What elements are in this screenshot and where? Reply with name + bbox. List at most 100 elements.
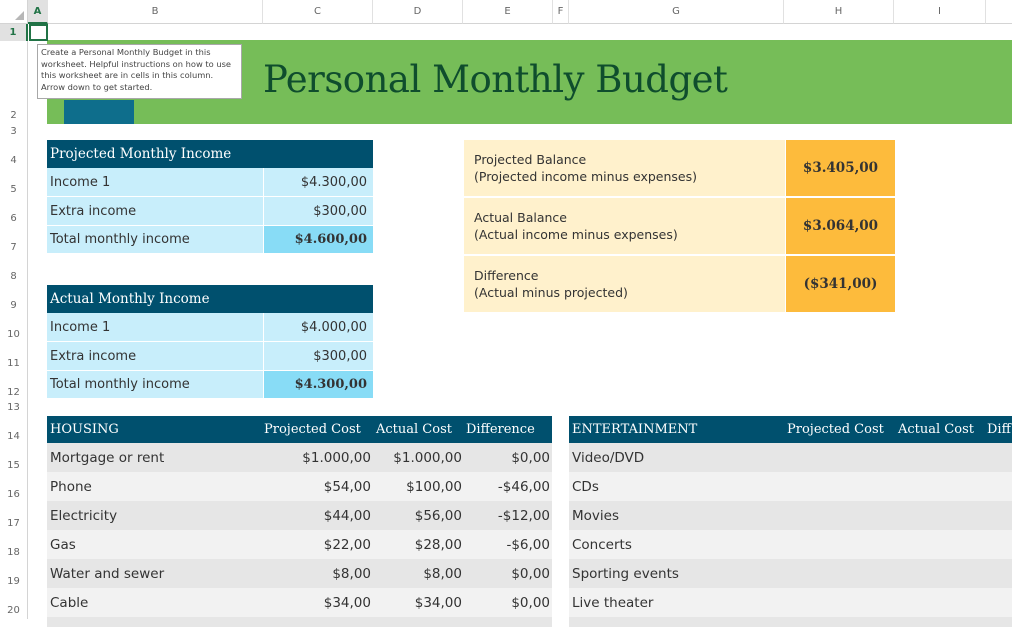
actual-balance-subtitle: (Actual income minus expenses) <box>474 227 678 242</box>
column-header-i[interactable]: I <box>894 0 986 24</box>
housing-actual: $8,00 <box>423 565 462 582</box>
housing-projected: $22,00 <box>323 536 371 553</box>
row-header-11[interactable]: 11 <box>0 343 28 372</box>
table-row[interactable] <box>569 617 1012 627</box>
projected-income-1-value[interactable]: $4.300,00 <box>263 168 373 197</box>
row-header-1[interactable]: 1 <box>0 24 28 41</box>
banner-accent-block <box>64 100 134 124</box>
row-header-2[interactable]: 2 <box>0 41 28 124</box>
row-header-5[interactable]: 5 <box>0 169 28 198</box>
column-header-e[interactable]: E <box>463 0 553 24</box>
housing-actual: $100,00 <box>406 478 462 495</box>
actual-balance-value[interactable]: $3.064,00 <box>785 198 895 256</box>
actual-balance-title: Actual Balance <box>474 210 567 225</box>
housing-difference: -$6,00 <box>506 536 550 553</box>
projected-income-1-label[interactable]: Income 1 <box>47 168 263 197</box>
column-header-f[interactable]: F <box>553 0 569 24</box>
housing-header: HOUSING <box>50 422 119 437</box>
projected-balance-title: Projected Balance <box>474 152 587 167</box>
actual-income-1-value[interactable]: $4.000,00 <box>263 313 373 342</box>
actual-total-label[interactable]: Total monthly income <box>47 371 263 399</box>
projected-extra-income-value[interactable]: $300,00 <box>263 197 373 226</box>
entertainment-item: Video/DVD <box>572 449 645 466</box>
row-header-15[interactable]: 15 <box>0 445 28 474</box>
projected-total-value[interactable]: $4.600,00 <box>263 226 373 254</box>
row-header-14[interactable]: 14 <box>0 416 28 445</box>
projected-total-label[interactable]: Total monthly income <box>47 226 263 254</box>
row-header-18[interactable]: 18 <box>0 532 28 561</box>
housing-difference: $0,00 <box>511 449 550 466</box>
row-header-20[interactable]: 20 <box>0 590 28 619</box>
actual-total-value[interactable]: $4.300,00 <box>263 371 373 399</box>
housing-actual: $34,00 <box>414 594 462 611</box>
difference-title: Difference <box>474 268 539 283</box>
entertainment-item: Concerts <box>572 536 632 553</box>
active-cell-a1[interactable] <box>29 24 48 41</box>
table-row[interactable] <box>47 443 552 472</box>
row-header-19[interactable]: 19 <box>0 561 28 590</box>
projected-balance-label[interactable]: Projected Balance (Projected income minu… <box>464 140 785 198</box>
projected-balance-value[interactable]: $3.405,00 <box>785 140 895 198</box>
housing-projected: $1.000,00 <box>302 449 371 466</box>
table-row[interactable] <box>47 588 552 617</box>
housing-projected: $34,00 <box>323 594 371 611</box>
row-header-16[interactable]: 16 <box>0 474 28 503</box>
housing-difference: -$12,00 <box>497 507 550 524</box>
column-header-c[interactable]: C <box>263 0 373 24</box>
row-header-4[interactable]: 4 <box>0 140 28 169</box>
column-header-a[interactable]: A <box>28 0 48 24</box>
actual-balance-label[interactable]: Actual Balance (Actual income minus expe… <box>464 198 785 256</box>
actual-income-header: Actual Monthly Income <box>47 285 373 313</box>
difference-subtitle: (Actual minus projected) <box>474 285 628 300</box>
row-header-7[interactable]: 7 <box>0 227 28 256</box>
table-row[interactable] <box>47 617 552 627</box>
entertainment-header: ENTERTAINMENT <box>572 422 698 437</box>
table-row[interactable] <box>569 530 1012 559</box>
column-header-next[interactable] <box>986 0 1012 24</box>
actual-extra-income-label[interactable]: Extra income <box>47 342 263 371</box>
row-header-12[interactable]: 12 <box>0 372 28 401</box>
housing-col-actual: Actual Cost <box>376 422 452 437</box>
table-row[interactable] <box>569 501 1012 530</box>
row-header-10[interactable]: 10 <box>0 314 28 343</box>
housing-difference: $0,00 <box>511 594 550 611</box>
housing-actual: $56,00 <box>414 507 462 524</box>
entertainment-col-actual: Actual Cost <box>898 422 974 437</box>
housing-projected: $44,00 <box>323 507 371 524</box>
table-row[interactable] <box>569 588 1012 617</box>
housing-actual: $28,00 <box>414 536 462 553</box>
table-row[interactable] <box>47 501 552 530</box>
row-header-17[interactable]: 17 <box>0 503 28 532</box>
row-header-3[interactable]: 3 <box>0 124 28 140</box>
projected-income-header: Projected Monthly Income <box>47 140 373 168</box>
housing-difference: $0,00 <box>511 565 550 582</box>
select-all-corner[interactable] <box>0 0 28 24</box>
housing-col-difference: Difference <box>466 422 535 437</box>
projected-balance-subtitle: (Projected income minus expenses) <box>474 169 697 184</box>
entertainment-item: CDs <box>572 478 599 495</box>
entertainment-header-bar <box>569 416 1012 443</box>
table-row[interactable] <box>47 472 552 501</box>
column-header-g[interactable]: G <box>569 0 784 24</box>
row-header-9[interactable]: 9 <box>0 285 28 314</box>
table-row[interactable] <box>569 472 1012 501</box>
difference-label[interactable]: Difference (Actual minus projected) <box>464 256 785 312</box>
column-header-b[interactable]: B <box>48 0 263 24</box>
cell-input-message-tooltip: Create a Personal Monthly Budget in this… <box>37 44 242 99</box>
table-row[interactable] <box>569 559 1012 588</box>
housing-item: Cable <box>50 594 89 611</box>
page-title: Personal Monthly Budget <box>263 58 728 101</box>
column-header-d[interactable]: D <box>373 0 463 24</box>
table-row[interactable] <box>47 559 552 588</box>
difference-value[interactable]: ($341,00) <box>785 256 895 312</box>
table-row[interactable] <box>569 443 1012 472</box>
column-header-h[interactable]: H <box>784 0 894 24</box>
row-header-8[interactable]: 8 <box>0 256 28 285</box>
projected-extra-income-label[interactable]: Extra income <box>47 197 263 226</box>
actual-income-1-label[interactable]: Income 1 <box>47 313 263 342</box>
table-row[interactable] <box>47 530 552 559</box>
actual-extra-income-value[interactable]: $300,00 <box>263 342 373 371</box>
row-header-6[interactable]: 6 <box>0 198 28 227</box>
row-header-13[interactable]: 13 <box>0 401 28 416</box>
entertainment-col-projected: Projected Cost <box>787 422 884 437</box>
